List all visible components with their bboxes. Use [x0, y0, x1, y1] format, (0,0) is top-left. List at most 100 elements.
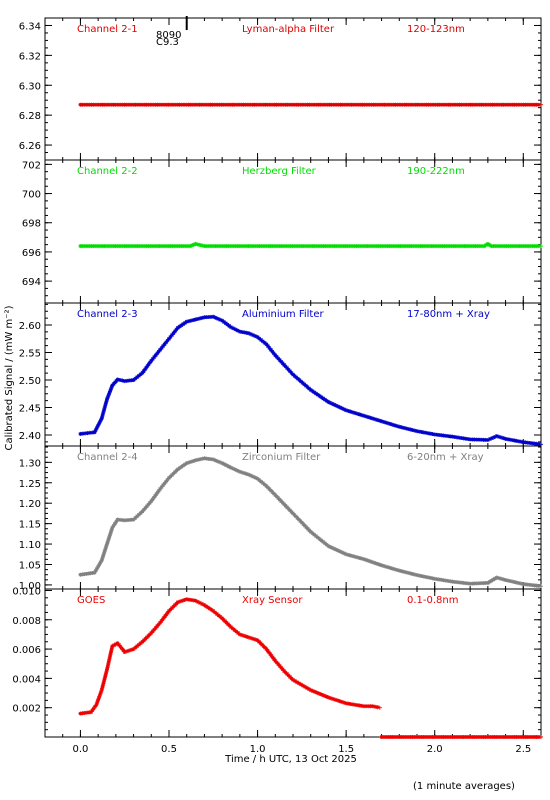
data-point	[264, 244, 269, 249]
data-point	[107, 656, 112, 661]
data-point	[107, 654, 112, 659]
data-point	[368, 415, 373, 420]
data-point	[446, 102, 451, 107]
panel-band-label: 17-80nm + Xray	[407, 309, 490, 320]
data-point	[501, 102, 506, 107]
data-point	[454, 580, 459, 585]
data-point	[146, 102, 151, 107]
data-point	[157, 102, 162, 107]
data-point	[514, 735, 519, 739]
data-point	[301, 244, 306, 249]
data-point	[462, 244, 467, 249]
panel-channel-label: Channel 2-3	[77, 309, 138, 320]
data-point	[179, 102, 184, 107]
data-point	[217, 317, 222, 322]
data-point	[363, 244, 368, 249]
data-point	[461, 735, 466, 739]
data-point	[98, 560, 103, 565]
data-point	[371, 102, 376, 107]
data-point	[399, 425, 404, 430]
data-point	[85, 102, 90, 107]
data-point	[227, 464, 232, 469]
data-point	[188, 102, 193, 107]
data-point	[100, 102, 105, 107]
data-point	[446, 578, 450, 583]
data-point	[179, 244, 184, 249]
data-point	[280, 667, 285, 672]
data-point	[100, 414, 105, 419]
data-point	[353, 554, 357, 559]
data-point	[109, 646, 114, 651]
data-point	[403, 570, 408, 575]
data-point	[328, 696, 333, 701]
data-point	[468, 437, 473, 442]
data-point	[148, 244, 153, 249]
data-point	[400, 102, 405, 107]
data-point	[88, 571, 93, 576]
data-point	[168, 244, 173, 249]
data-point	[158, 347, 163, 352]
data-point	[141, 507, 146, 512]
data-point	[155, 244, 160, 249]
data-point	[109, 244, 114, 249]
data-point	[459, 102, 464, 107]
data-point	[124, 378, 129, 383]
data-point	[235, 328, 240, 333]
data-point	[367, 102, 372, 107]
data-point	[380, 244, 385, 249]
data-point	[276, 102, 281, 107]
data-point	[492, 435, 497, 440]
data-point	[357, 555, 362, 560]
data-point	[501, 735, 506, 739]
data-point	[536, 583, 541, 588]
data-point	[231, 326, 236, 331]
data-point	[110, 644, 115, 649]
data-point	[214, 611, 219, 616]
data-point	[431, 102, 436, 107]
data-point	[480, 244, 485, 249]
data-point	[397, 568, 402, 573]
data-point	[372, 417, 377, 422]
data-point	[412, 428, 417, 433]
data-point	[419, 574, 424, 579]
data-point	[516, 439, 521, 444]
data-point	[108, 650, 113, 655]
data-point	[514, 102, 519, 107]
data-point	[418, 244, 423, 249]
data-point	[516, 102, 521, 107]
y-tick-label: 694	[22, 277, 41, 288]
data-point	[109, 648, 114, 653]
data-point	[117, 642, 122, 647]
data-point	[198, 242, 202, 247]
data-point	[463, 735, 468, 739]
data-point	[288, 508, 293, 513]
data-point	[395, 102, 400, 107]
data-point	[274, 494, 279, 499]
data-point	[286, 367, 291, 372]
data-point	[349, 102, 354, 107]
data-point	[521, 735, 526, 739]
data-point	[277, 358, 282, 363]
data-point	[496, 576, 501, 581]
data-point	[206, 456, 211, 461]
data-point	[161, 483, 166, 488]
data-point	[466, 244, 471, 249]
data-point	[182, 597, 187, 602]
data-point	[367, 244, 372, 249]
data-point	[107, 102, 112, 107]
data-point	[483, 102, 488, 107]
data-point	[209, 244, 214, 249]
data-point	[401, 425, 406, 430]
y-tick-label: 2.50	[19, 376, 41, 387]
data-point	[412, 572, 417, 577]
data-point	[441, 578, 446, 583]
data-point	[428, 575, 433, 580]
data-point	[292, 678, 297, 683]
data-point	[479, 735, 484, 739]
data-point	[403, 426, 408, 431]
data-point	[345, 244, 350, 249]
data-point	[78, 102, 83, 107]
data-point	[191, 318, 196, 323]
data-point	[175, 244, 180, 249]
data-point	[108, 389, 113, 394]
